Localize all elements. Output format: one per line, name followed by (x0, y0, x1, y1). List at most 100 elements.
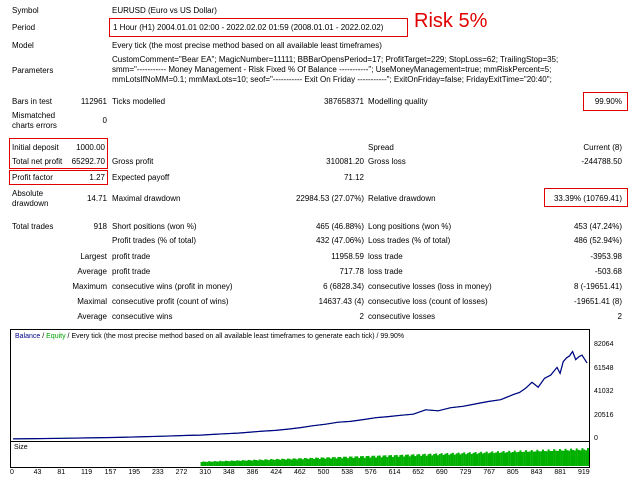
size-bar (570, 448, 573, 466)
symbol-label: Symbol (12, 6, 39, 15)
gross-profit-value: 310081.20 (326, 157, 364, 166)
size-bar (551, 451, 554, 466)
size-bar (532, 451, 535, 466)
legend-balance: Balance (15, 333, 41, 340)
size-bar (491, 451, 494, 466)
size-bar (555, 450, 558, 466)
size-bar (504, 452, 507, 466)
size-bar (575, 448, 578, 466)
loss-trades-label: Loss trades (% of total) (368, 236, 451, 245)
size-bar (341, 458, 344, 466)
model-value: Every tick (the most precise method base… (112, 41, 382, 50)
size-bar (247, 459, 250, 466)
size-bar (238, 460, 241, 466)
size-bar (348, 456, 351, 466)
size-bar (420, 455, 423, 466)
size-bar (388, 455, 391, 466)
net-profit-label: Total net profit (12, 157, 63, 166)
size-bar (331, 457, 334, 466)
size-bar (440, 453, 443, 466)
size-bar (281, 458, 284, 466)
average-consecutive-label: Average (77, 312, 107, 321)
size-bar (288, 458, 291, 466)
loss-trades-value: 486 (52.94%) (573, 236, 622, 245)
gross-loss-label: Gross loss (368, 157, 406, 166)
max-consecutive-wins-label: consecutive wins (profit in money) (112, 282, 233, 291)
size-bar (361, 456, 364, 466)
size-bar (241, 460, 244, 466)
size-bar (219, 460, 222, 466)
size-bar (352, 458, 355, 466)
size-bar (382, 455, 385, 466)
size-bar (350, 456, 353, 466)
size-bar (268, 460, 271, 466)
size-bar (307, 459, 310, 466)
size-bar (495, 452, 498, 466)
size-bar (547, 449, 550, 466)
average-consecutive-wins-label: consecutive wins (112, 312, 173, 321)
size-bar (583, 449, 586, 466)
max-consecutive-wins-value: 6 (6828.34) (323, 282, 364, 291)
size-bar (393, 455, 396, 466)
size-bar (363, 457, 366, 466)
size-bar (414, 456, 417, 466)
spread-label: Spread (368, 143, 394, 152)
size-bar (215, 461, 218, 466)
size-bar (395, 454, 398, 466)
size-bar (557, 450, 559, 466)
size-bar (245, 460, 248, 466)
size-bar (466, 453, 469, 466)
size-bar (294, 458, 297, 466)
size-bar (566, 450, 569, 466)
size-bar (320, 457, 323, 466)
absolute-drawdown-label: Absolute (12, 189, 44, 198)
mismatch-label: Mismatched (12, 111, 56, 120)
risk-annotation: Risk 5% (414, 10, 488, 32)
period-value: 1 Hour (H1) 2004.01.01 02:00 - 2022.02.0… (113, 23, 384, 32)
balance-line (12, 350, 588, 440)
size-bar (468, 452, 471, 466)
size-bar (232, 460, 235, 466)
size-bar (243, 460, 246, 466)
expected-payoff-label: Expected payoff (112, 173, 170, 182)
profit-trades-label: Profit trades (% of total) (112, 236, 197, 245)
largest-loss-trade-value: -3953.98 (590, 252, 622, 261)
size-bar (337, 456, 340, 466)
size-bar (465, 454, 468, 466)
parameters-line: mmLotsIfNoMM=0.1; mmMaxLots=10; seof="--… (112, 75, 552, 84)
size-bar (587, 448, 589, 466)
size-bar (373, 455, 376, 466)
size-bar (225, 460, 227, 466)
size-bar (508, 450, 511, 466)
bars-value: 112961 (80, 97, 107, 106)
size-bar (298, 458, 301, 466)
size-bar (461, 453, 464, 466)
size-bar (345, 456, 347, 466)
size-bar (545, 451, 548, 466)
x-tick-label: 119 (81, 469, 93, 476)
size-bar (309, 457, 312, 466)
size-bar (270, 459, 272, 466)
size-bar (301, 459, 304, 466)
x-tick-label: 348 (223, 469, 235, 476)
size-bar (376, 455, 379, 466)
ticks-value: 387658371 (323, 97, 364, 106)
parameters-line: CustomComment="Bear EA"; MagicNumber=111… (112, 55, 559, 64)
x-tick-label: 614 (388, 469, 401, 476)
legend-description: / Every tick (the most precise method ba… (65, 333, 405, 340)
size-bar (240, 460, 242, 466)
size-bar (519, 450, 522, 466)
legend-separator: / (40, 333, 47, 340)
size-bar (436, 455, 439, 466)
size-bar (275, 458, 278, 466)
size-bar (339, 457, 342, 466)
size-bar (418, 454, 421, 466)
average-profit-trade-value: 717.78 (339, 267, 364, 276)
size-bar (230, 460, 233, 466)
size-bar (427, 454, 430, 466)
size-bar (429, 453, 432, 466)
size-bar (316, 457, 319, 466)
size-bar (384, 455, 387, 466)
quality-label: Modelling quality (368, 97, 428, 106)
largest-loss-trade-label: loss trade (368, 252, 403, 261)
